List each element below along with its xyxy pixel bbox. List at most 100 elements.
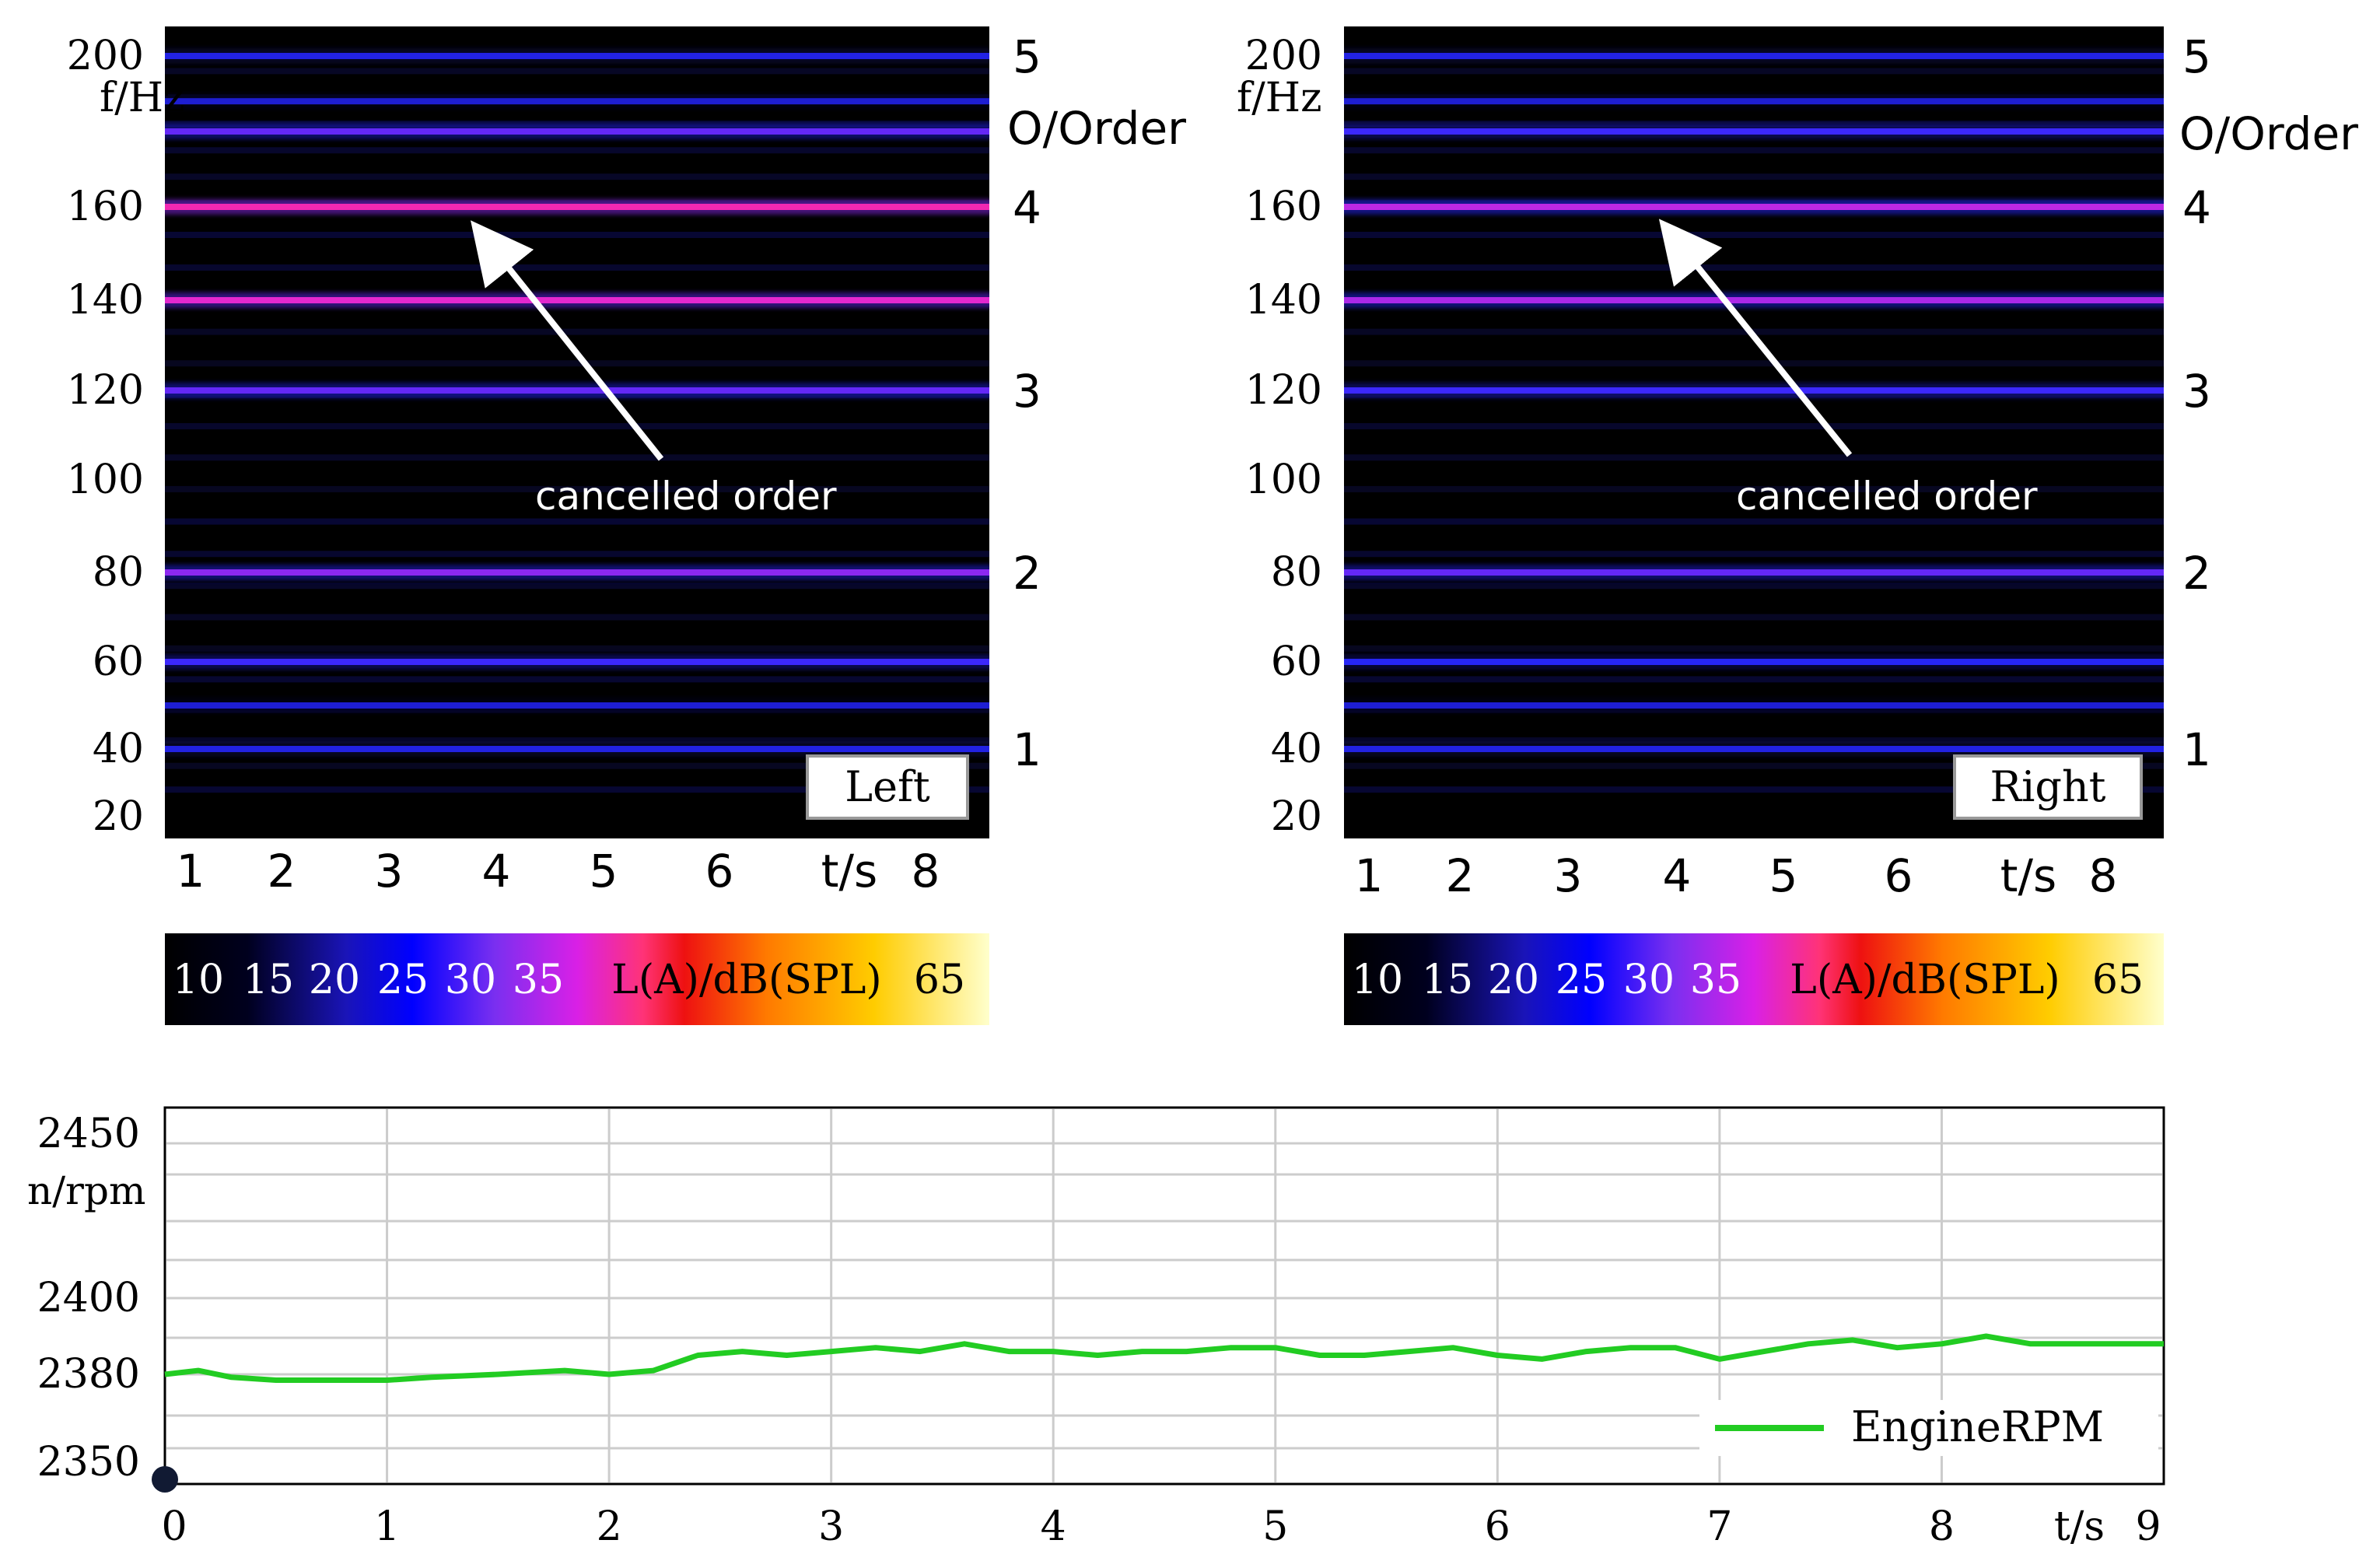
x-tick-label: 1 <box>1355 849 1384 902</box>
order-tick-label: 4 <box>1013 181 1041 234</box>
background-band <box>165 737 989 744</box>
background-band <box>1344 676 2164 683</box>
x-tick-label: 6 <box>705 845 734 898</box>
harmonic-line <box>165 702 989 709</box>
y-tick-label: 140 <box>1245 277 1322 324</box>
spectrogram-left-harmonics <box>165 48 989 757</box>
rpm-y-axis-label: n/rpm <box>27 1168 145 1213</box>
background-band <box>165 232 989 238</box>
harmonic-line <box>1344 128 2164 135</box>
harmonic-line <box>165 53 989 59</box>
background-band <box>1344 68 2164 75</box>
x-tick-label: 3 <box>1554 849 1583 902</box>
rpm-origin-marker <box>152 1466 178 1493</box>
rpm-x-tick-label: t/s <box>2054 1503 2105 1550</box>
background-band <box>165 645 989 652</box>
rpm-x-tick-label: 0 <box>161 1503 187 1550</box>
background-band <box>1344 360 2164 367</box>
rpm-y-tick-label: 2380 <box>37 1351 140 1398</box>
colorbar-tick-label: 20 <box>1488 957 1539 1003</box>
background-band <box>165 676 989 683</box>
background-band <box>1344 583 2164 590</box>
colorbar-tick-label: 30 <box>1623 957 1675 1003</box>
order-tick-label: 2 <box>2182 547 2211 600</box>
spectrogram-right-annotation: cancelled order <box>1736 474 2038 519</box>
x-tick-label: 4 <box>1663 849 1692 902</box>
spectrogram-right-harmonics <box>1344 48 2164 757</box>
order-tick-label: 3 <box>2182 365 2211 418</box>
y-tick-label: 20 <box>93 793 144 840</box>
background-band <box>1344 173 2164 180</box>
spectrogram-right-legend-box <box>1953 754 2143 820</box>
colorbar-tick-label: 65 <box>2092 957 2144 1003</box>
background-band <box>1344 786 2164 793</box>
spectrogram-left-y-ticks: 200 160 140 120 100 80 60 40 20 <box>67 33 144 840</box>
x-tick-label: 2 <box>268 845 296 898</box>
spectrogram-left-order-axis-label: O/Order <box>1007 102 1186 155</box>
harmonic-line <box>165 204 989 210</box>
rpm-legend-label: EngineRPM <box>1851 1402 2104 1451</box>
rpm-x-tick-label: 6 <box>1485 1503 1510 1550</box>
y-tick-label: 160 <box>1245 184 1322 230</box>
background-band <box>1344 232 2164 238</box>
y-tick-label: 80 <box>93 549 144 596</box>
harmonic-line <box>1344 297 2164 303</box>
x-tick-label: 5 <box>1769 849 1798 902</box>
colorbar-right-labels: 10 15 20 25 30 35 L(A)/dB(SPL) 65 <box>1352 957 2144 1003</box>
background-band <box>165 68 989 75</box>
rpm-line-chart: 2450 2400 2380 2350 0 1 2 3 4 5 6 7 8 t/s 9 n/rpm Eng… <box>27 1106 2165 1550</box>
harmonic-line <box>165 569 989 576</box>
rpm-x-tick-label: 2 <box>597 1503 622 1550</box>
harmonic-line <box>1344 98 2164 105</box>
background-band <box>1344 423 2164 429</box>
rpm-y-tick-label: 2400 <box>37 1275 140 1321</box>
background-band <box>1344 485 2164 492</box>
colorbar-tick-label: 10 <box>1352 957 1403 1003</box>
colorbar-tick-label: 35 <box>1690 957 1741 1003</box>
order-tick-label: 5 <box>1013 30 1041 83</box>
spectrogram-right-arrow <box>1658 219 1853 457</box>
background-band <box>165 583 989 590</box>
background-band <box>1344 454 2164 461</box>
harmonic-line <box>1344 569 2164 576</box>
spectrogram-left-order-ticks: 5 4 3 2 1 <box>1013 30 1041 776</box>
spectrogram-right-y-axis-label: f/Hz <box>1237 75 1322 121</box>
background-band <box>165 264 989 271</box>
colorbar-tick-label: 30 <box>445 957 496 1003</box>
background-band <box>165 173 989 180</box>
y-tick-label: 60 <box>93 639 144 685</box>
spectrogram-left-legend-label: Left <box>845 762 930 811</box>
x-tick-label: 8 <box>912 845 940 898</box>
rpm-x-tick-label: 7 <box>1706 1503 1732 1550</box>
colorbar-left: 10 15 20 25 30 35 L(A)/dB(SPL) 65 <box>165 933 989 1025</box>
background-band <box>1344 737 2164 744</box>
x-tick-label: t/s <box>2000 849 2057 902</box>
colorbar-left-gradient <box>165 933 989 1025</box>
background-band <box>1344 614 2164 621</box>
y-tick-label: 20 <box>1271 793 1322 840</box>
order-tick-label: 3 <box>1013 365 1041 418</box>
colorbar-right-gradient <box>1344 933 2164 1025</box>
colorbar-tick-label: L(A)/dB(SPL) <box>1790 957 2060 1003</box>
y-tick-label: 200 <box>1245 33 1322 79</box>
background-band <box>165 551 989 558</box>
y-tick-label: 40 <box>1271 726 1322 772</box>
order-tick-label: 1 <box>1013 723 1041 776</box>
order-tick-label: 5 <box>2182 30 2211 83</box>
rpm-x-tick-label: 9 <box>2135 1503 2161 1550</box>
order-tick-label: 1 <box>2182 723 2211 776</box>
rpm-x-tick-label: 8 <box>1929 1503 1955 1550</box>
colorbar-tick-label: 65 <box>914 957 965 1003</box>
y-tick-label: 200 <box>67 33 144 79</box>
rpm-x-ticks: 0 1 2 3 4 5 6 7 8 t/s 9 <box>161 1503 2161 1550</box>
background-band <box>165 454 989 461</box>
y-tick-label: 120 <box>1245 367 1322 414</box>
background-band <box>165 423 989 429</box>
colorbar-tick-label: 15 <box>1422 957 1473 1003</box>
colorbar-tick-label: 25 <box>377 957 429 1003</box>
spectrogram-right-legend-label: Right <box>1990 762 2106 811</box>
spectrogram-right-order-ticks: 5 4 3 2 1 <box>2182 30 2211 776</box>
